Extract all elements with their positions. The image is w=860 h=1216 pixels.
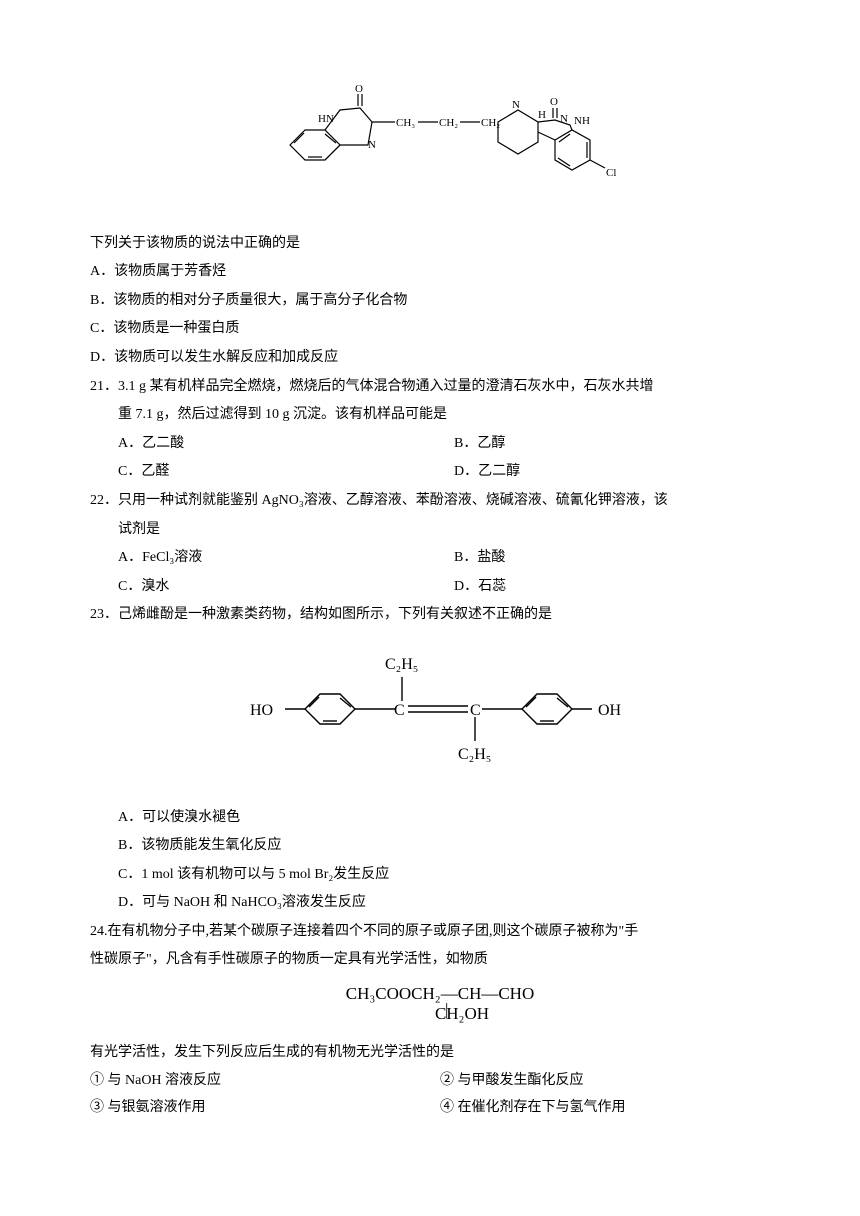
svg-text:C₂H₅: C₂H₅ — [385, 656, 418, 673]
q24-structure: CH₃COOCH₂—CH—CHO | CH₂OH — [90, 984, 790, 1025]
q23-option-b: B．该物质能发生氧化反应 — [90, 833, 790, 860]
q23-num: 23． — [90, 607, 118, 622]
q21-option-b: B．乙醇 — [454, 431, 790, 458]
q23-option-d: D．可与 NaOH 和 NaHCO₃溶液发生反应 — [90, 890, 790, 917]
svg-text:C: C — [394, 702, 405, 719]
q22-stem2: 试剂是 — [90, 517, 790, 544]
q21-option-d: D．乙二醇 — [454, 459, 790, 486]
svg-text:HO: HO — [250, 702, 273, 719]
svg-text:C₂H₅: C₂H₅ — [458, 746, 491, 763]
q23-stem: 23．己烯雌酚是一种激素类药物，结构如图所示，下列有关叙述不正确的是 — [90, 602, 790, 629]
q24-struct-line2: CH₂OH — [391, 1004, 489, 1023]
q23-structure: HO C C OH C₂H₅ C₂H₅ — [90, 639, 790, 790]
svg-text:Cl: Cl — [606, 167, 616, 179]
q24-stem3: 有光学活性，发生下列反应后生成的有机物无光学活性的是 — [90, 1040, 790, 1067]
q24-opt4: ④ 在催化剂存在下与氢气作用 — [440, 1095, 790, 1122]
q24-stem2: 性碳原子"，凡含有手性碳原子的物质一定具有光学活性，如物质 — [90, 947, 790, 974]
q23-option-c: C．1 mol 该有机物可以与 5 mol Br₂发生反应 — [90, 862, 790, 889]
q20-option-d: D．该物质可以发生水解反应和加成反应 — [90, 345, 790, 372]
q20-option-b: B．该物质的相对分子质量很大，属于高分子化合物 — [90, 288, 790, 315]
q21-stem2: 重 7.1 g，然后过滤得到 10 g 沉淀。该有机样品可能是 — [90, 402, 790, 429]
q20-option-c: C．该物质是一种蛋白质 — [90, 316, 790, 343]
svg-text:O: O — [550, 96, 558, 108]
svg-text:CH₃: CH₃ — [396, 117, 415, 129]
svg-text:O: O — [355, 83, 363, 95]
q24-opt3: ③ 与银氨溶液作用 — [90, 1095, 440, 1122]
q20-stem: 下列关于该物质的说法中正确的是 — [90, 231, 790, 258]
q21-stem1: 21．3.1 g 某有机样品完全燃烧，燃烧后的气体混合物通入过量的澄清石灰水中，… — [90, 374, 790, 401]
svg-text:HN: HN — [318, 113, 334, 125]
svg-text:CH₂: CH₂ — [481, 117, 500, 129]
q22-num: 22． — [90, 493, 118, 508]
svg-text:CH₂: CH₂ — [439, 117, 458, 129]
q20-option-a: A．该物质属于芳香烃 — [90, 259, 790, 286]
q21-option-c: C．乙醛 — [118, 459, 454, 486]
q24-num: 24. — [90, 924, 108, 939]
q24-struct-line1: CH₃COOCH₂—CH—CHO — [90, 984, 790, 1004]
svg-text:OH: OH — [598, 702, 622, 719]
svg-text:N: N — [560, 113, 568, 125]
svg-text:NH: NH — [574, 115, 590, 127]
q24-opt2: ② 与甲酸发生酯化反应 — [440, 1068, 790, 1095]
q22-option-a: A．FeCl₃溶液 — [118, 545, 454, 572]
q24-stem1: 24.在有机物分子中,若某个碳原子连接着四个不同的原子或原子团,则这个碳原子被称… — [90, 919, 790, 946]
q23-option-a: A．可以使溴水褪色 — [90, 805, 790, 832]
svg-text:N: N — [368, 139, 376, 151]
q20-structure: O HN N CH₃ CH₂ CH₂ N H O N NH Cl — [90, 50, 790, 216]
q22-option-c: C．溴水 — [118, 574, 454, 601]
q21-option-a: A．乙二酸 — [118, 431, 454, 458]
q22-option-d: D．石蕊 — [454, 574, 790, 601]
q22-option-b: B．盐酸 — [454, 545, 790, 572]
q24-opt1: ① 与 NaOH 溶液反应 — [90, 1068, 440, 1095]
svg-text:C: C — [470, 702, 481, 719]
q21-num: 21． — [90, 379, 118, 394]
svg-text:H: H — [538, 109, 546, 121]
q22-stem1: 22．只用一种试剂就能鉴别 AgNO₃溶液、乙醇溶液、苯酚溶液、烧碱溶液、硫氰化… — [90, 488, 790, 515]
svg-text:N: N — [512, 99, 520, 111]
